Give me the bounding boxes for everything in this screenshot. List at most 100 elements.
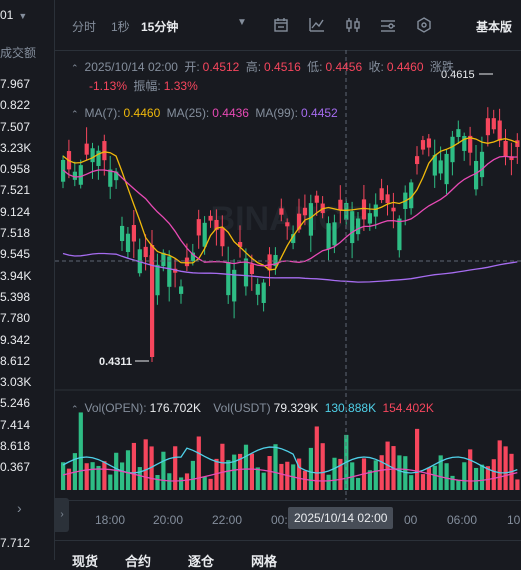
volume-bar	[468, 449, 473, 490]
volume-bar	[432, 465, 437, 490]
candle-body	[261, 282, 266, 303]
interval-time-sharing[interactable]: 分时	[72, 20, 97, 34]
vol-ma10-line	[62, 468, 518, 482]
volume-bar	[249, 453, 254, 490]
candle-body	[338, 199, 343, 210]
volume-bar	[137, 467, 142, 490]
candle-body	[397, 218, 402, 251]
amplitude-value: 1.33%	[163, 79, 198, 93]
candle-body	[361, 199, 367, 220]
chevron-up-icon[interactable]: ⌃	[71, 404, 79, 414]
time-axis: 18:00 20:00 22:00 00: 00 06:00 10 2025/1…	[55, 500, 521, 539]
chevron-up-icon[interactable]: ⌃	[71, 109, 79, 119]
time-tick: 06:00	[447, 513, 478, 527]
volume-bar	[66, 468, 72, 490]
candle-body	[497, 120, 502, 141]
chart-type-icon[interactable]	[344, 16, 362, 34]
tab-isolated[interactable]: 逐仓	[188, 554, 215, 569]
hexagon-settings-icon[interactable]	[415, 16, 433, 34]
candle-body	[350, 211, 355, 244]
candle-body	[432, 155, 437, 176]
volume-bar	[226, 460, 231, 490]
volume-bar	[462, 462, 467, 490]
volume-bar	[232, 454, 237, 490]
ma-info-row: ⌃ MA(7): 0.4460 MA(25): 0.4436 MA(99): 0.445…	[71, 106, 341, 120]
volume-bar	[485, 466, 490, 490]
drawing-icon[interactable]	[379, 16, 397, 34]
chevron-down-icon[interactable]: ▼	[237, 17, 247, 28]
candle-body	[125, 233, 131, 253]
candle-body	[114, 171, 119, 181]
volume-bar	[373, 460, 378, 490]
volume-bar	[96, 465, 101, 490]
candle-settings-icon[interactable]	[272, 16, 290, 34]
low-price-mark: 0.4311	[99, 356, 132, 368]
candle-body	[102, 141, 107, 161]
candle-body	[84, 143, 89, 155]
volume-bar	[202, 476, 207, 490]
candle-body	[474, 160, 479, 190]
high-value: 0.4516	[264, 60, 301, 74]
volume-bar	[503, 446, 508, 490]
indicator-icon[interactable]	[308, 16, 326, 34]
volume-bar	[415, 428, 420, 490]
turnover-value: 7.780	[0, 311, 31, 326]
volume-bar	[491, 459, 496, 490]
tab-grid[interactable]: 网格	[251, 554, 278, 569]
candle-body	[367, 213, 372, 224]
time-tick: 18:00	[95, 513, 126, 527]
close-label: 收:	[368, 60, 384, 74]
volume-bar	[90, 462, 95, 490]
volume-bar	[108, 474, 113, 490]
view-mode-button[interactable]: 基本版	[476, 20, 513, 34]
candle-body	[279, 208, 284, 215]
low-label: 低:	[307, 60, 323, 74]
pair-suffix: 01	[0, 8, 14, 22]
ma7-line	[62, 137, 518, 271]
volume-bar	[167, 473, 172, 490]
candle-body	[479, 151, 485, 178]
candle-body	[220, 227, 225, 247]
candle-body	[415, 156, 420, 165]
turnover-value: 7.521	[0, 183, 31, 198]
candle-body	[267, 254, 272, 271]
tab-spot[interactable]: 现货	[72, 554, 99, 569]
turnover-bottom-value: 7.712	[0, 536, 31, 550]
change-info-row: -1.13% 振幅: 1.33%	[89, 77, 201, 94]
candle-body	[462, 135, 467, 151]
trade-type-tabs: 现货 合约 逐仓 网格	[55, 540, 521, 569]
interval-1s[interactable]: 1秒	[111, 20, 130, 34]
vol-ma10-value: 154.402K	[382, 401, 434, 415]
volume-bar	[308, 447, 313, 490]
market-list-panel: 01 ▼ 成交额 7.967 0.822 7.507 3.23K 0.958 7.521 9.…	[0, 0, 55, 560]
candle-body	[456, 129, 461, 137]
candle-body	[173, 268, 178, 273]
candle-body	[108, 169, 113, 187]
tab-futures[interactable]: 合约	[125, 554, 152, 569]
kline-chart-panel: 分时 1秒 15分钟 ▼ 基本版 BINANCE 0.4615 0.4311	[55, 0, 521, 569]
chevron-right-icon[interactable]: ›	[55, 498, 69, 532]
turnover-value: 3.23K	[0, 140, 32, 155]
candle-body	[426, 138, 431, 148]
interval-15m[interactable]: 15分钟	[141, 20, 179, 34]
open-value: 0.4512	[202, 60, 240, 74]
vol-usdt-value: 79.329K	[273, 401, 319, 415]
volume-bar	[497, 440, 502, 490]
candle-body	[208, 215, 213, 221]
turnover-value: 5.398	[0, 289, 31, 304]
volume-bar	[208, 478, 213, 490]
volume-bar	[120, 462, 125, 490]
chevron-up-icon[interactable]: ⌃	[71, 63, 79, 73]
chevron-right-icon[interactable]: ›	[17, 500, 22, 516]
candle-body	[420, 140, 426, 150]
pair-selector[interactable]: 01 ▼	[0, 8, 27, 22]
chart-area[interactable]: BINANCE 0.4615 0.4311 ⌃ 2025/10/14 02:00 开…	[55, 50, 521, 532]
volume-bar	[179, 477, 184, 490]
amplitude-label: 振幅:	[133, 79, 161, 93]
volume-bar	[397, 455, 402, 490]
candle-body	[515, 140, 520, 147]
candle-body	[190, 252, 195, 261]
vol-ma5-line	[62, 446, 518, 474]
ma7-value: 0.4460	[123, 106, 161, 120]
